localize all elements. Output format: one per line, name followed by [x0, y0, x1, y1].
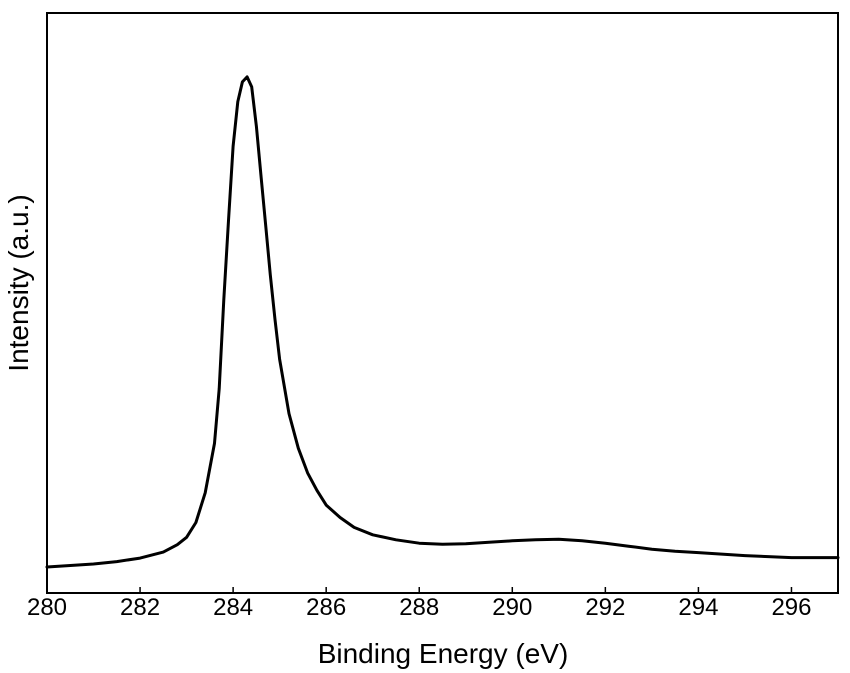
x-tick-label: 290 — [492, 594, 532, 621]
x-ticks — [46, 587, 793, 593]
x-axis-title: Binding Energy (eV) — [318, 638, 569, 669]
series-line — [45, 75, 840, 569]
x-tick-label: 286 — [306, 594, 346, 621]
x-tick-labels: 280 282 284 286 288 290 292 294 296 — [27, 594, 812, 621]
x-tick-label: 288 — [399, 594, 439, 621]
y-axis-title: Intensity (a.u.) — [3, 194, 34, 371]
x-tick-label: 294 — [678, 594, 718, 621]
x-tick-label: 282 — [120, 594, 160, 621]
x-tick-label: 280 — [27, 594, 67, 621]
x-tick-label: 292 — [585, 594, 625, 621]
x-tick-label: 296 — [771, 594, 811, 621]
plot-frame — [46, 12, 839, 594]
x-tick-label: 284 — [213, 594, 253, 621]
